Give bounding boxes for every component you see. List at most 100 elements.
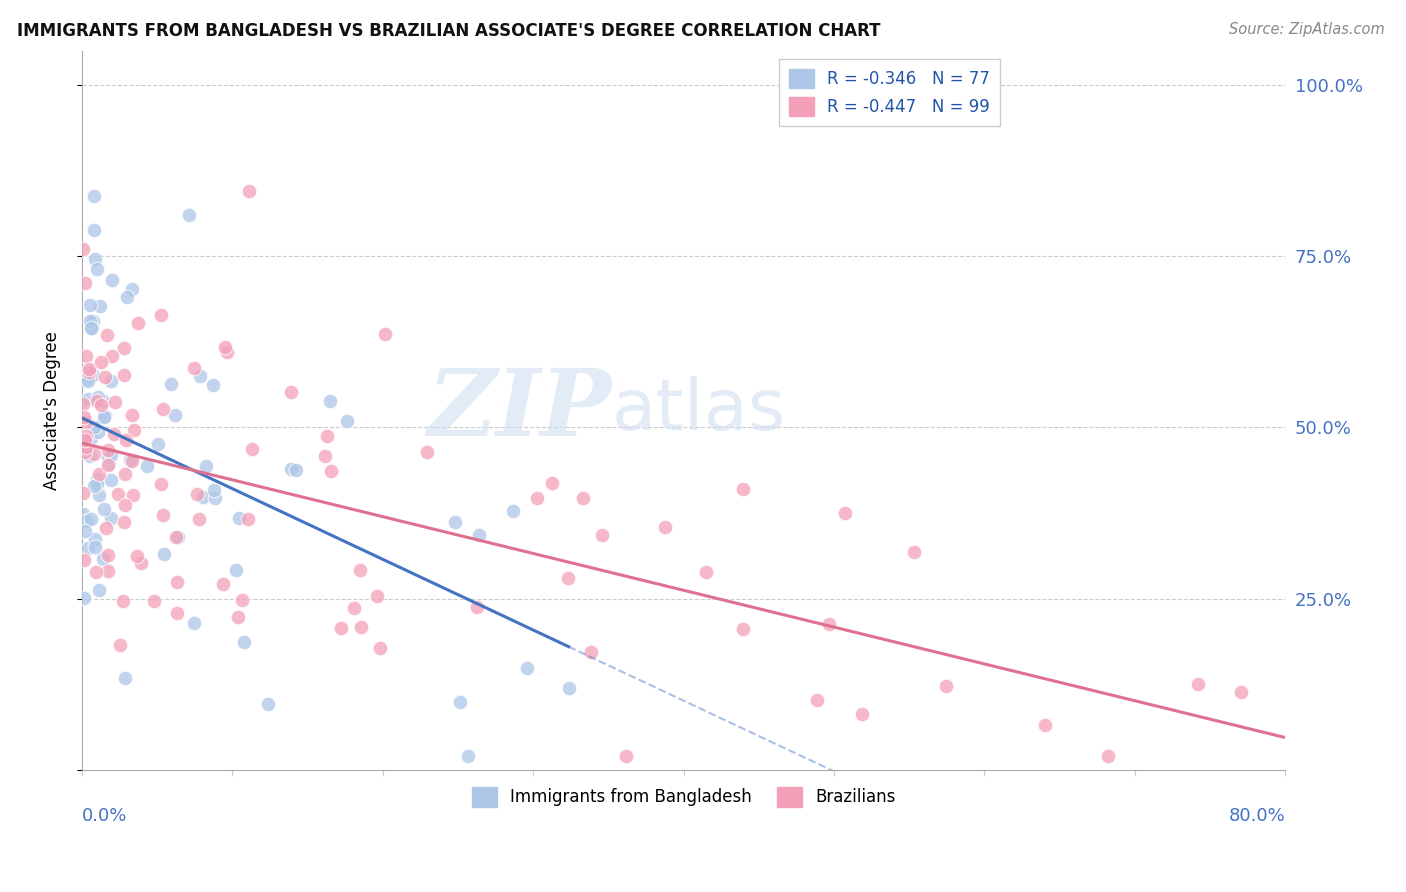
- Point: [73, 553, 96, 567]
- Point: [468, 528, 491, 542]
- Point: [75, 371, 97, 385]
- Point: [91, 394, 114, 409]
- Point: [280, 384, 302, 399]
- Point: [94, 370, 117, 384]
- Point: [101, 273, 124, 287]
- Point: [97, 548, 120, 562]
- Point: [104, 395, 127, 409]
- Point: [465, 600, 488, 615]
- Point: [236, 512, 259, 526]
- Point: [97, 450, 120, 464]
- Point: [97, 456, 120, 470]
- Point: [935, 679, 957, 693]
- Point: [108, 638, 131, 652]
- Point: [851, 706, 873, 721]
- Point: [572, 491, 595, 505]
- Point: [557, 571, 579, 585]
- Point: [100, 473, 122, 487]
- Point: [177, 208, 200, 222]
- Point: [121, 408, 143, 422]
- Point: [112, 515, 135, 529]
- Point: [77, 362, 100, 376]
- Point: [228, 511, 250, 525]
- Point: [1097, 749, 1119, 764]
- Point: [201, 377, 224, 392]
- Point: [117, 290, 139, 304]
- Point: [280, 462, 302, 476]
- Point: [107, 486, 129, 500]
- Point: [368, 641, 391, 656]
- Point: [93, 409, 115, 423]
- Point: [166, 606, 188, 620]
- Point: [76, 375, 98, 389]
- Point: [343, 601, 366, 615]
- Text: 0.0%: 0.0%: [82, 807, 128, 825]
- Point: [202, 483, 225, 497]
- Point: [87, 467, 110, 481]
- Point: [73, 277, 96, 291]
- Point: [86, 261, 108, 276]
- Point: [457, 749, 479, 764]
- Point: [103, 426, 125, 441]
- Point: [163, 408, 186, 422]
- Point: [1230, 685, 1253, 699]
- Point: [366, 589, 388, 603]
- Point: [76, 514, 98, 528]
- Point: [96, 328, 118, 343]
- Point: [449, 695, 471, 709]
- Legend: Immigrants from Bangladesh, Brazilians: Immigrants from Bangladesh, Brazilians: [465, 780, 903, 814]
- Point: [143, 594, 166, 608]
- Point: [806, 693, 828, 707]
- Point: [79, 298, 101, 312]
- Point: [150, 308, 173, 322]
- Point: [136, 458, 159, 473]
- Point: [226, 610, 249, 624]
- Point: [257, 698, 280, 712]
- Point: [502, 504, 524, 518]
- Point: [591, 528, 613, 542]
- Point: [146, 436, 169, 450]
- Point: [84, 252, 107, 266]
- Point: [329, 621, 352, 635]
- Point: [415, 445, 437, 459]
- Point: [114, 467, 136, 481]
- Point: [516, 660, 538, 674]
- Point: [93, 551, 115, 566]
- Point: [188, 368, 211, 383]
- Point: [315, 429, 337, 443]
- Point: [195, 458, 218, 473]
- Point: [834, 506, 856, 520]
- Point: [83, 189, 105, 203]
- Text: atlas: atlas: [612, 376, 786, 445]
- Point: [120, 452, 142, 467]
- Point: [72, 242, 94, 256]
- Point: [149, 477, 172, 491]
- Point: [83, 223, 105, 237]
- Point: [114, 671, 136, 685]
- Point: [83, 419, 105, 434]
- Point: [80, 431, 103, 445]
- Point: [152, 401, 174, 416]
- Point: [225, 563, 247, 577]
- Point: [83, 478, 105, 492]
- Point: [242, 442, 264, 456]
- Point: [733, 623, 755, 637]
- Point: [695, 565, 717, 579]
- Point: [97, 564, 120, 578]
- Point: [166, 530, 188, 544]
- Point: [86, 425, 108, 440]
- Point: [125, 549, 148, 564]
- Point: [79, 321, 101, 335]
- Point: [100, 448, 122, 462]
- Point: [75, 433, 97, 447]
- Point: [444, 516, 467, 530]
- Point: [89, 300, 111, 314]
- Point: [101, 349, 124, 363]
- Y-axis label: Associate's Degree: Associate's Degree: [44, 331, 60, 490]
- Point: [166, 574, 188, 589]
- Point: [112, 368, 135, 383]
- Point: [82, 313, 104, 327]
- Point: [72, 486, 94, 500]
- Point: [121, 488, 143, 502]
- Point: [231, 593, 253, 607]
